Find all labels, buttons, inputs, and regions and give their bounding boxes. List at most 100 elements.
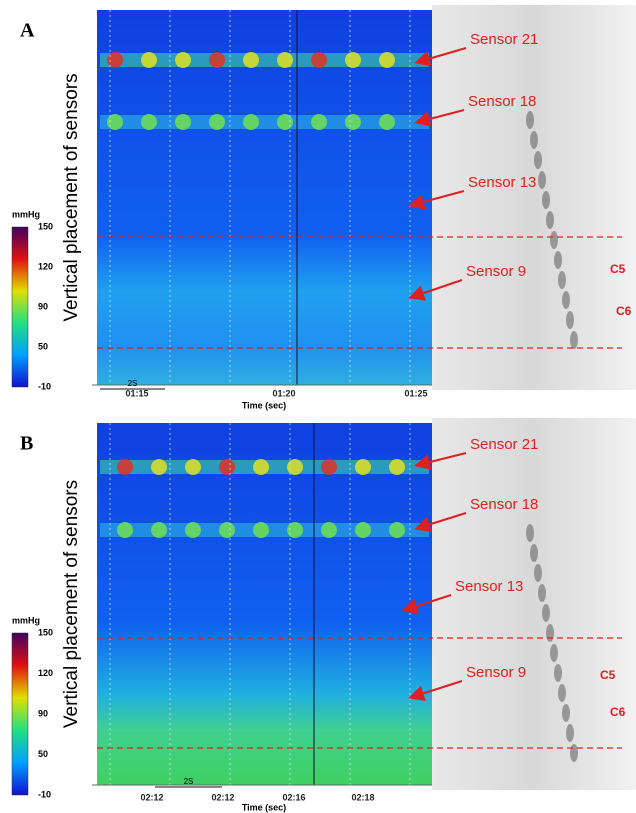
annotation-arrow <box>414 512 467 533</box>
vertebra-shadow <box>546 211 554 229</box>
x-axis-label: Time (sec) <box>242 802 286 812</box>
panel-label: B <box>20 433 33 455</box>
pressure-peak <box>141 114 157 130</box>
pressure-peak <box>117 522 133 538</box>
sensor-annotation: Sensor 9 <box>466 263 526 280</box>
pressure-peak <box>321 459 337 475</box>
pressure-peak <box>219 459 235 475</box>
x-tick-label: 02:18 <box>351 792 374 802</box>
annotation-arrow <box>414 109 465 127</box>
annotation-arrow <box>408 279 463 301</box>
xray-image <box>432 5 636 390</box>
pressure-peak <box>321 522 337 538</box>
colorbar-tick-label: 50 <box>38 749 48 759</box>
pressure-peak <box>151 459 167 475</box>
pressure-peak <box>253 459 269 475</box>
y-axis-label: Vertical placement of sensors <box>61 73 82 321</box>
x-tick-label: 01:20 <box>272 388 295 398</box>
vertebra-shadow <box>534 151 542 169</box>
vertebra-shadow <box>562 704 570 722</box>
vertebra-label: C5 <box>600 668 616 682</box>
vertebra-shadow <box>542 604 550 622</box>
pressure-peak <box>345 114 361 130</box>
pressure-peak <box>175 52 191 68</box>
vertebra-shadow <box>566 724 574 742</box>
vertebra-label: C6 <box>616 304 632 318</box>
colorbar-tick-label: 120 <box>38 668 53 678</box>
pressure-peak <box>141 52 157 68</box>
pressure-peak <box>355 459 371 475</box>
colorbar-tick-label: 50 <box>38 341 48 351</box>
vertebra-shadow <box>558 271 566 289</box>
pressure-peak <box>389 522 405 538</box>
colorbar-tick-label: 120 <box>38 261 53 271</box>
annotation-arrow <box>408 680 463 701</box>
pressure-peak <box>355 522 371 538</box>
pressure-peak <box>379 114 395 130</box>
pressure-peak <box>185 522 201 538</box>
annotation-arrow <box>414 47 467 67</box>
sensor-annotation: Sensor 18 <box>468 93 536 110</box>
vertebra-shadow <box>538 584 546 602</box>
vertebra-shadow <box>570 331 578 349</box>
colorbar-tick-label: -10 <box>38 789 51 799</box>
vertebra-shadow <box>554 664 562 682</box>
annotation-arrow <box>408 190 465 210</box>
pressure-peak <box>277 52 293 68</box>
pressure-peak <box>219 522 235 538</box>
vertebra-shadow <box>550 644 558 662</box>
vertebra-shadow <box>530 544 538 562</box>
x-tick-label: 02:12 <box>140 792 163 802</box>
vertebra-shadow <box>526 111 534 129</box>
pressure-peak <box>209 114 225 130</box>
x-axis-label: Time (sec) <box>242 400 286 410</box>
colorbar-tick-label: 90 <box>38 301 48 311</box>
pressure-peak <box>185 459 201 475</box>
vertebra-shadow <box>546 624 554 642</box>
x-tick-label: 01:25 <box>404 388 427 398</box>
vertebra-shadow <box>550 231 558 249</box>
vertebra-label: C6 <box>610 705 626 719</box>
scale-bar-label: 2S <box>128 379 138 388</box>
pressure-peak <box>175 114 191 130</box>
sensor-annotation: Sensor 13 <box>455 578 523 595</box>
pressure-peak <box>253 522 269 538</box>
colorbar-tick-label: 90 <box>38 708 48 718</box>
pressure-peak <box>107 114 123 130</box>
pressure-peak <box>243 52 259 68</box>
pressure-peak <box>151 522 167 538</box>
vertebra-shadow <box>538 171 546 189</box>
y-axis-label: Vertical placement of sensors <box>61 480 82 728</box>
x-tick-label: 02:16 <box>282 792 305 802</box>
scale-bar-label: 2S <box>184 777 194 786</box>
vertebra-shadow <box>558 684 566 702</box>
vertebra-shadow <box>554 251 562 269</box>
heatmap <box>97 10 432 385</box>
vertebra-shadow <box>570 744 578 762</box>
pressure-peak <box>107 52 123 68</box>
pressure-peak <box>379 52 395 68</box>
sensor-annotation: Sensor 21 <box>470 31 538 48</box>
colorbar-tick-label: 150 <box>38 627 53 637</box>
pressure-peak <box>287 459 303 475</box>
sensor-annotation: Sensor 9 <box>466 664 526 681</box>
colorbar-tick-label: 150 <box>38 221 53 231</box>
pressure-peak <box>389 459 405 475</box>
colorbar-tick-label: -10 <box>38 381 51 391</box>
sensor-annotation: Sensor 18 <box>470 496 538 513</box>
colorbar-unit: mmHg <box>12 209 40 219</box>
vertebra-shadow <box>562 291 570 309</box>
colorbar-unit: mmHg <box>12 615 40 625</box>
vertebra-label: C5 <box>610 262 626 276</box>
sensor-annotation: Sensor 21 <box>470 436 538 453</box>
panel-label: A <box>20 20 35 42</box>
vertebra-shadow <box>534 564 542 582</box>
x-tick-label: 01:15 <box>125 388 148 398</box>
colorbar <box>11 226 29 388</box>
panel: B Vertical placement of sensors mmHg 150 120… <box>11 418 636 812</box>
sensor-annotation: Sensor 13 <box>468 174 536 191</box>
xray-image <box>432 418 636 790</box>
pressure-peak <box>311 52 327 68</box>
vertebra-shadow <box>526 524 534 542</box>
vertebra-shadow <box>542 191 550 209</box>
